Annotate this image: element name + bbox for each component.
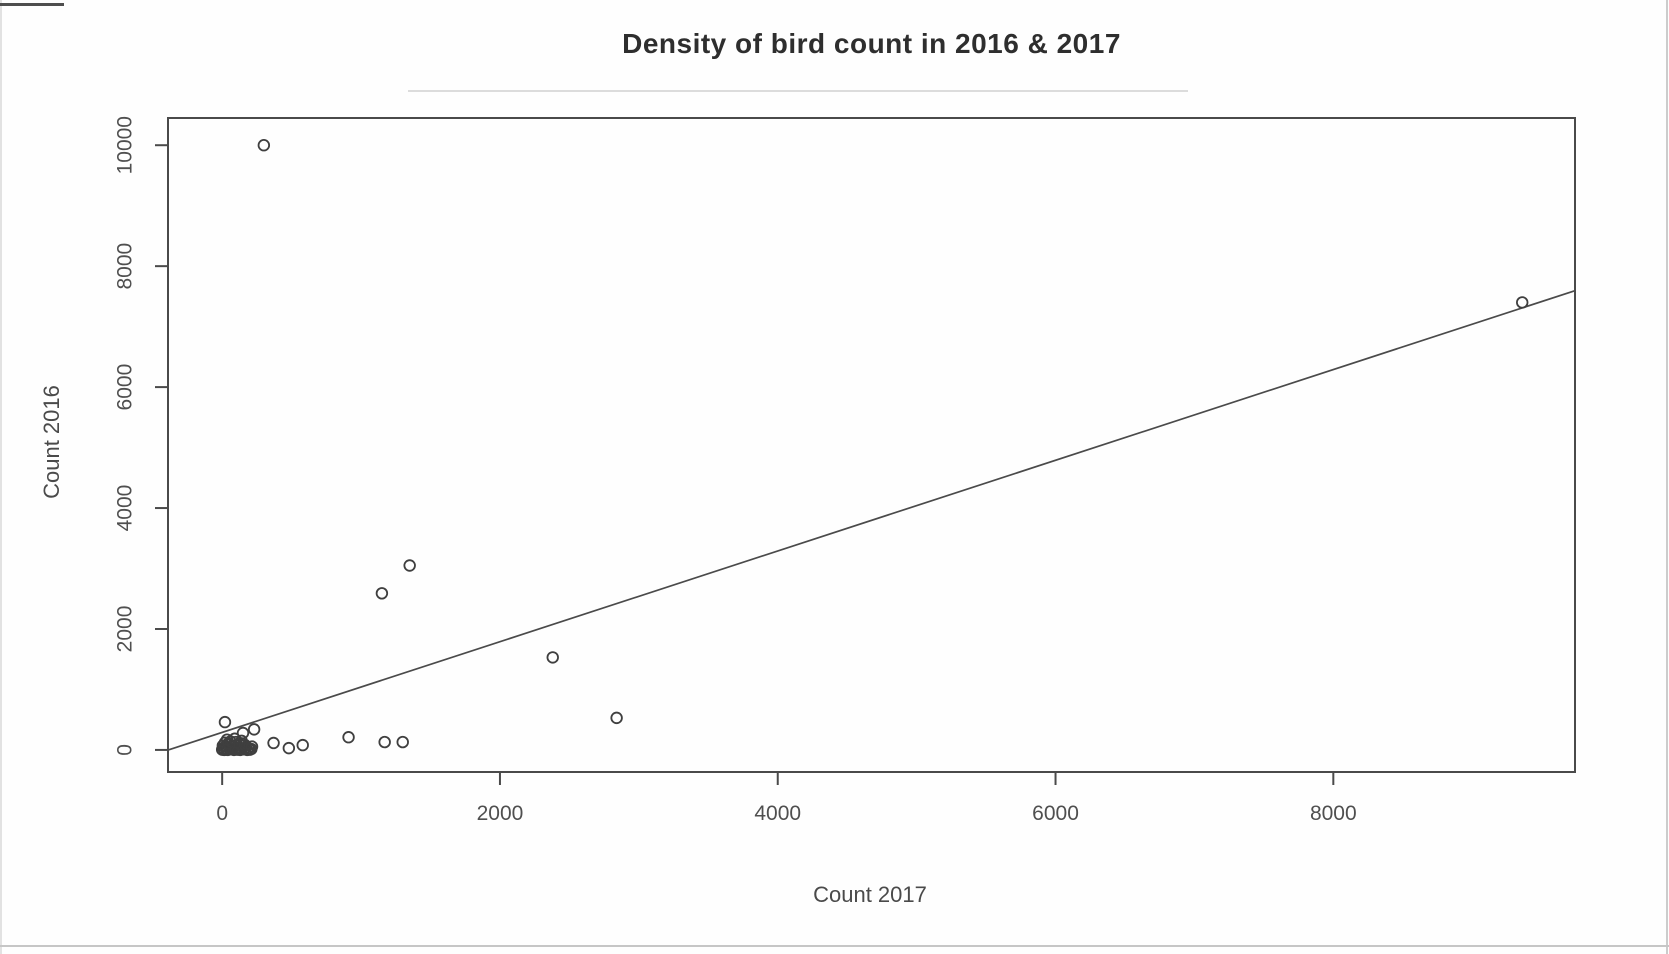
page-border-bottom (0, 945, 1669, 947)
plot-box (167, 117, 1576, 773)
x-tick-label: 0 (216, 802, 228, 825)
y-tick-label: 2000 (114, 606, 137, 653)
data-point (546, 651, 559, 664)
data-point (245, 740, 259, 753)
data-point (610, 711, 623, 725)
data-point (1516, 296, 1529, 309)
page-border-top-dash (0, 3, 64, 6)
regression-line (167, 289, 1576, 751)
y-tick-label: 0 (114, 744, 137, 756)
x-axis-label: Count 2017 (813, 882, 927, 907)
page-border-right (1666, 0, 1668, 954)
x-tick-label: 2000 (477, 802, 524, 825)
x-tick-label: 6000 (1032, 802, 1079, 825)
scan-artifact-line (408, 90, 1188, 92)
data-point (396, 735, 409, 749)
data-point (247, 723, 261, 736)
data-point (375, 587, 389, 600)
x-tick-label: 8000 (1310, 802, 1357, 825)
data-point (257, 139, 271, 152)
data-point (233, 737, 246, 751)
data-point (378, 735, 391, 749)
y-tick-label: 4000 (114, 485, 137, 532)
y-tick-label: 6000 (114, 364, 137, 411)
data-point (282, 741, 296, 755)
data-point (236, 726, 250, 740)
data-point (296, 738, 309, 752)
y-tick-label: 8000 (114, 243, 137, 290)
x-tick-label: 4000 (754, 802, 801, 825)
data-point (267, 736, 280, 750)
data-point (342, 731, 355, 744)
data-point (238, 738, 252, 752)
chart-title: Density of bird count in 2016 & 2017 (622, 28, 1121, 59)
data-point (218, 715, 232, 729)
page-border-left (0, 0, 2, 954)
data-point (216, 739, 230, 752)
y-tick-label: 10000 (114, 116, 137, 174)
data-point (403, 559, 416, 572)
